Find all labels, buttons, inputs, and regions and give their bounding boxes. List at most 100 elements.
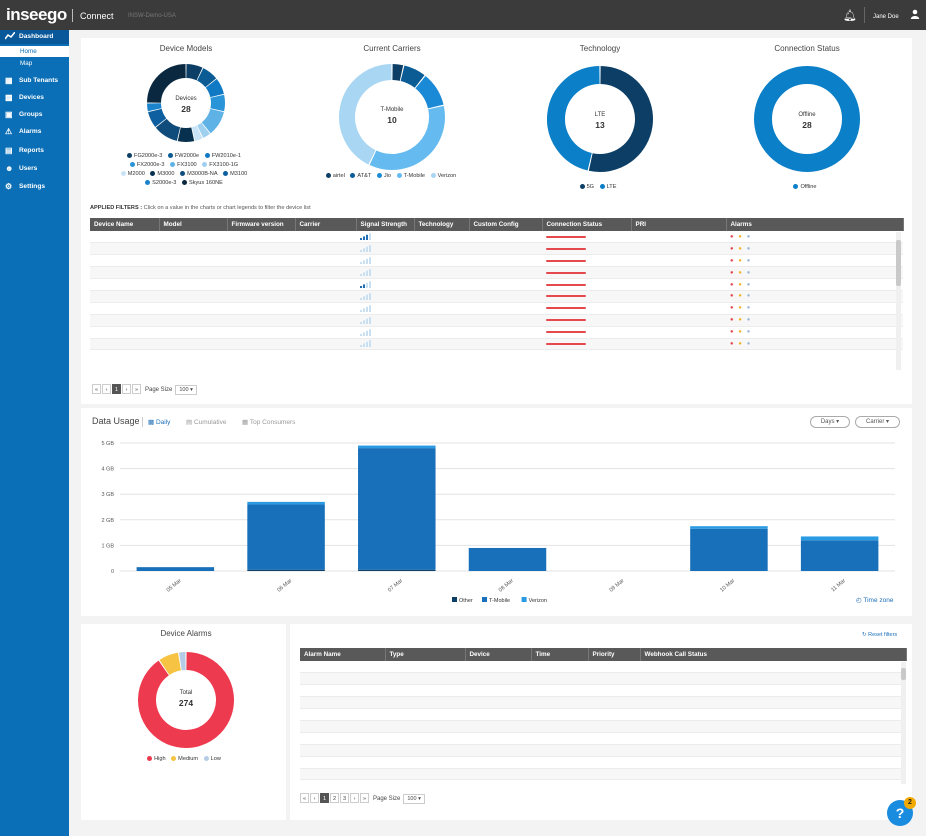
connection-status-donut[interactable] xyxy=(753,65,861,173)
column-header[interactable]: Webhook Call Status xyxy=(640,648,907,661)
column-header[interactable]: Firmware version xyxy=(227,218,296,231)
column-header[interactable]: Time xyxy=(531,648,589,661)
column-header[interactable]: Custom Config xyxy=(469,218,543,231)
alarm-name-link[interactable] xyxy=(300,672,385,686)
legend-item[interactable]: M3100 xyxy=(223,170,247,177)
legend-item[interactable]: T-Mobile xyxy=(396,172,425,179)
legend-item[interactable]: Jio xyxy=(376,172,391,179)
sidebar-item-sub-tenants[interactable]: ▦ Sub Tenants xyxy=(0,74,69,88)
carrier-dropdown[interactable]: Carrier ▾ xyxy=(855,416,900,428)
sidebar-item-groups[interactable]: ▣ Groups xyxy=(0,108,69,122)
device-table-scrollbar[interactable] xyxy=(896,232,901,370)
page-button[interactable]: › xyxy=(122,384,131,394)
page-button[interactable]: 1 xyxy=(112,384,121,394)
legend-item[interactable]: Verizon xyxy=(430,172,456,179)
legend-item[interactable]: airtel xyxy=(325,172,345,179)
device-models-donut[interactable] xyxy=(146,63,226,143)
device-name-link[interactable] xyxy=(90,231,159,244)
legend-item[interactable]: S2000e-3 xyxy=(145,179,176,186)
donut-segments[interactable] xyxy=(547,66,653,172)
legend-item[interactable]: AT&T xyxy=(350,172,371,179)
user-icon[interactable] xyxy=(910,9,920,22)
alarm-name-link[interactable] xyxy=(300,708,385,721)
technology-donut[interactable] xyxy=(546,65,654,173)
column-header[interactable]: Device Name xyxy=(90,218,160,231)
device-name-link[interactable] xyxy=(90,302,159,315)
column-header[interactable]: Technology xyxy=(414,218,470,231)
alarm-name-link[interactable] xyxy=(300,744,385,757)
donut-segments[interactable] xyxy=(754,66,860,172)
alarm-name-link[interactable] xyxy=(300,732,385,745)
page-button[interactable]: ‹ xyxy=(102,384,111,394)
table-row[interactable]: ● ● ● xyxy=(90,326,903,339)
page-button[interactable]: ‹ xyxy=(310,793,319,803)
column-header[interactable]: Alarm Name xyxy=(300,648,386,661)
tab-top-consumers[interactable]: ▦ Top Consumers xyxy=(242,418,295,426)
page-size-select[interactable]: 100 ▾ xyxy=(175,385,197,395)
page-button[interactable]: › xyxy=(350,793,359,803)
alarm-name-link[interactable] xyxy=(300,720,385,733)
current-carriers-donut[interactable] xyxy=(338,63,446,171)
table-row[interactable]: ● ● ● xyxy=(90,290,903,303)
donut-segments[interactable] xyxy=(339,64,445,170)
device-name-link[interactable] xyxy=(90,254,159,268)
column-header[interactable]: Device xyxy=(465,648,532,661)
legend-item[interactable]: High xyxy=(147,755,166,762)
column-header[interactable]: Priority xyxy=(588,648,641,661)
donut-segments[interactable] xyxy=(147,64,225,142)
table-row[interactable] xyxy=(300,696,906,710)
sidebar-item-users[interactable]: ☻︎ Users xyxy=(0,162,69,176)
column-header[interactable]: Alarms xyxy=(726,218,904,231)
bell-icon[interactable]: 🔔︎ xyxy=(843,10,857,22)
device-name-link[interactable] xyxy=(90,242,159,256)
alarm-table-scrollbar[interactable] xyxy=(901,662,906,784)
legend-item[interactable]: FX3100-1G xyxy=(202,161,238,168)
sidebar-item-reports[interactable]: ▤ Reports xyxy=(0,144,69,158)
table-row[interactable] xyxy=(300,661,906,674)
alarm-name-link[interactable] xyxy=(300,756,385,769)
column-header[interactable]: Type xyxy=(385,648,466,661)
legend-item[interactable]: FW2000e xyxy=(167,152,199,159)
legend-item[interactable]: 5G xyxy=(579,183,594,190)
tab-daily[interactable]: ▩ Daily xyxy=(148,418,170,426)
legend-item[interactable]: Offline xyxy=(793,183,817,190)
table-row[interactable] xyxy=(300,684,906,698)
inseego-logo[interactable]: inseego xyxy=(6,5,67,24)
legend-item[interactable]: Skyus 160NE xyxy=(181,179,223,186)
alarm-name-link[interactable] xyxy=(300,661,385,674)
legend-item[interactable]: M3000 xyxy=(150,170,175,177)
legend-item[interactable]: M3000B-NA xyxy=(180,170,218,177)
table-row[interactable] xyxy=(300,768,906,781)
legend-item[interactable]: Low xyxy=(203,755,221,762)
page-button[interactable]: 2 xyxy=(330,793,339,803)
column-header[interactable]: PRI xyxy=(631,218,727,231)
device-table-scroll-thumb[interactable] xyxy=(896,240,901,286)
legend-item[interactable]: LTE xyxy=(599,183,616,190)
page-size-select[interactable]: 100 ▾ xyxy=(403,794,425,804)
legend-item[interactable]: Medium xyxy=(171,755,198,762)
sidebar-item-alarms[interactable]: ⚠︎ Alarms xyxy=(0,125,69,139)
page-button[interactable]: « xyxy=(92,384,101,394)
table-row[interactable]: ● ● ● xyxy=(90,254,903,268)
alarm-name-link[interactable] xyxy=(300,768,385,781)
table-row[interactable] xyxy=(300,732,906,745)
legend-item[interactable]: FX3100 xyxy=(170,161,197,168)
page-button[interactable]: 1 xyxy=(320,793,329,803)
legend-item[interactable]: FG2000e-3 xyxy=(127,152,162,159)
column-header[interactable]: Signal Strength xyxy=(356,218,415,231)
table-row[interactable] xyxy=(300,720,906,733)
device-name-link[interactable] xyxy=(90,278,159,291)
sidebar-item-dashboard[interactable]: Dashboard xyxy=(0,30,69,44)
legend-item[interactable]: M2000 xyxy=(120,170,145,177)
table-row[interactable]: ● ● ● xyxy=(90,302,903,315)
column-header[interactable]: Carrier xyxy=(295,218,357,231)
table-row[interactable] xyxy=(300,672,906,686)
time-zone-button[interactable]: ◴ Time zone xyxy=(856,596,893,604)
device-name-link[interactable] xyxy=(90,266,159,280)
device-name-link[interactable] xyxy=(90,338,159,351)
page-button[interactable]: 3 xyxy=(340,793,349,803)
table-row[interactable] xyxy=(300,708,906,721)
alarm-name-link[interactable] xyxy=(300,696,385,710)
device-alarms-donut[interactable] xyxy=(137,651,235,749)
table-row[interactable] xyxy=(300,744,906,757)
